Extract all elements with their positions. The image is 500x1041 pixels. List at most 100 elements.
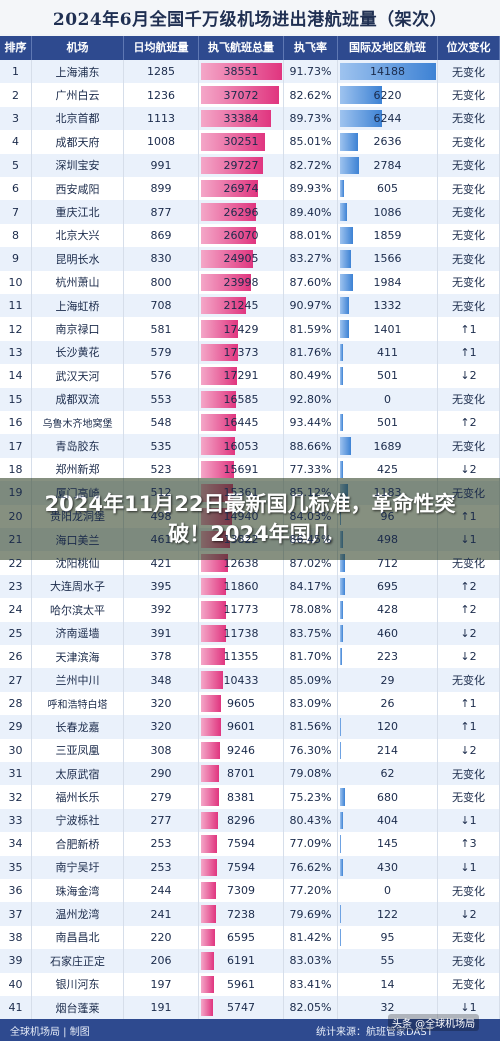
total-flights-cell: 5747 [199, 996, 284, 1020]
airport-cell: 乌鲁木齐地窝堡 [32, 411, 124, 435]
daily-flights-cell-text: 548 [150, 416, 172, 430]
rank-cell-text: 36 [8, 884, 23, 898]
total-flights-cell-text: 7594 [227, 837, 255, 851]
execution-rate-cell: 85.01% [284, 130, 338, 154]
daily-flights-cell-text: 991 [150, 158, 172, 172]
total-flights-cell-text: 7594 [227, 860, 255, 874]
rank-change-cell: 无变化 [438, 83, 500, 107]
execution-rate-cell: 82.72% [284, 153, 338, 177]
intl-flights-cell-text: 501 [377, 369, 398, 383]
table-row: 30 三亚凤凰 308 9246 76.30% 214 ↓2 [0, 738, 500, 762]
intl-flights-cell: 2784 [338, 153, 438, 177]
intl-flights-cell: 29 [338, 668, 438, 692]
rank-change-cell-text: 无变化 [452, 884, 485, 898]
rank-change-cell: 无变化 [438, 247, 500, 271]
execution-rate-cell-text: 84.03% [289, 509, 332, 523]
rank-change-cell-text: 无变化 [452, 954, 485, 968]
daily-flights-cell: 581 [124, 317, 199, 341]
intl-flights-cell: 32 [338, 996, 438, 1020]
rank-cell-text: 14 [8, 369, 23, 383]
daily-flights-cell-text: 320 [150, 696, 172, 710]
execution-rate-cell-text: 87.02% [289, 556, 332, 570]
airport-cell: 上海浦东 [32, 60, 124, 84]
intl-flights-cell: 605 [338, 177, 438, 201]
total-flights-bar [201, 741, 221, 759]
intl-flights-cell: 411 [338, 340, 438, 365]
daily-flights-cell-text: 869 [150, 228, 172, 242]
total-flights-cell: 29727 [199, 153, 284, 177]
airport-cell-text: 贵阳龙洞堡 [50, 510, 105, 524]
intl-flights-bar [340, 648, 342, 666]
execution-rate-cell-text: 89.93% [289, 182, 332, 196]
rank-change-cell: ↑1 [438, 317, 500, 341]
total-flights-cell-text: 24905 [223, 252, 259, 266]
airport-cell-text: 西安咸阳 [55, 182, 100, 196]
intl-flights-cell-text: 26 [380, 696, 395, 710]
total-flights-bar [201, 952, 214, 970]
intl-flights-cell: 26 [338, 691, 438, 716]
airport-cell: 珠海金湾 [32, 879, 124, 903]
airport-cell: 郑州新郑 [32, 457, 124, 482]
execution-rate-cell: 83.27% [284, 247, 338, 271]
total-flights-cell: 37072 [199, 83, 284, 107]
rank-cell-text: 23 [8, 579, 23, 593]
execution-rate-cell-text: 88.66% [289, 439, 332, 453]
airport-cell-text: 南昌昌北 [55, 931, 100, 945]
intl-flights-cell-text: 29 [380, 673, 395, 687]
execution-rate-cell-text: 83.75% [289, 626, 332, 640]
total-flights-cell-text: 30251 [223, 135, 259, 149]
daily-flights-cell: 1113 [124, 106, 199, 131]
daily-flights-cell: 1285 [124, 60, 199, 84]
rank-cell: 41 [0, 996, 32, 1020]
total-flights-cell-text: 23998 [223, 275, 259, 289]
execution-rate-cell-text: 84.17% [289, 579, 332, 593]
airport-cell: 哈尔滨太平 [32, 598, 124, 622]
rank-change-cell: 无变化 [438, 668, 500, 692]
rank-change-cell-text: ↑1 [460, 696, 477, 710]
execution-rate-cell-text: 82.62% [289, 88, 332, 102]
rank-cell-text: 32 [8, 790, 23, 804]
intl-flights-cell-text: 55 [380, 954, 395, 968]
table-row: 33 宁波栎社 277 8296 80.43% 404 ↓1 [0, 808, 500, 833]
total-flights-cell: 38551 [199, 60, 284, 84]
rank-cell: 17 [0, 434, 32, 458]
airport-cell-text: 杭州萧山 [55, 276, 100, 290]
table-row: 41 烟台蓬莱 191 5747 82.05% 32 ↓1 [0, 996, 500, 1020]
intl-flights-bar [340, 414, 344, 432]
rank-change-cell-text: ↓2 [460, 907, 477, 921]
daily-flights-cell-text: 899 [150, 182, 172, 196]
table-row: 3 北京首都 1113 33384 89.73% 6244 无变化 [0, 106, 500, 131]
intl-flights-bar [340, 226, 353, 245]
rank-cell-text: 37 [8, 907, 23, 921]
daily-flights-cell-text: 512 [150, 486, 172, 500]
airport-cell-text: 北京大兴 [55, 229, 100, 243]
rank-cell-text: 9 [12, 252, 19, 266]
execution-rate-cell-text: 77.20% [289, 884, 332, 898]
airport-cell: 青岛胶东 [32, 434, 124, 458]
rank-cell-text: 3 [12, 111, 19, 125]
table-row: 35 南宁吴圩 253 7594 76.62% 430 ↓1 [0, 855, 500, 879]
intl-flights-cell-text: 605 [377, 182, 398, 196]
daily-flights-cell-text: 830 [150, 252, 172, 266]
total-flights-bar [201, 180, 258, 198]
intl-flights-bar [340, 928, 341, 947]
intl-flights-cell: 14188 [338, 60, 438, 84]
intl-flights-bar [340, 86, 383, 104]
airport-cell-text: 烟台蓬莱 [55, 1001, 100, 1015]
execution-rate-cell: 79.69% [284, 902, 338, 926]
rank-change-cell-text: 无变化 [452, 486, 485, 500]
total-flights-bar [201, 367, 238, 385]
total-flights-bar [201, 882, 217, 900]
daily-flights-cell: 548 [124, 411, 199, 435]
rank-cell: 9 [0, 247, 32, 271]
airport-cell: 北京大兴 [32, 223, 124, 248]
intl-flights-cell: 712 [338, 551, 438, 575]
rank-cell-text: 7 [12, 205, 19, 219]
rank-cell: 15 [0, 387, 32, 411]
total-flights-cell: 11355 [199, 645, 284, 669]
intl-flights-cell: 6220 [338, 83, 438, 107]
execution-rate-cell: 88.01% [284, 223, 338, 248]
daily-flights-cell: 421 [124, 551, 199, 575]
total-flights-bar [201, 133, 265, 151]
daily-flights-cell: 535 [124, 434, 199, 458]
